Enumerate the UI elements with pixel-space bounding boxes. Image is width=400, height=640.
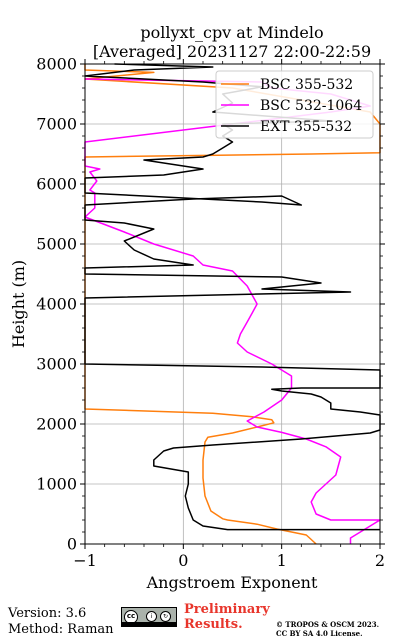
y-axis-label: Height (m) bbox=[9, 260, 28, 348]
angstroem-profile-chart: pollyxt_cpv at Mindelo [Averaged] 202311… bbox=[9, 23, 385, 592]
legend-label-2: EXT 355-532 bbox=[260, 119, 352, 135]
x-tick-label-3: 2 bbox=[375, 551, 385, 570]
x-tick-label-2: 1 bbox=[277, 551, 287, 570]
x-tick-label-0: −1 bbox=[73, 551, 97, 570]
series-line-1 bbox=[84, 78, 381, 544]
version-label: Version: 3.6 bbox=[8, 606, 87, 621]
y-tick-label-4: 4000 bbox=[36, 295, 77, 314]
attribution-icon: i bbox=[146, 611, 157, 622]
preliminary-line1: Preliminary bbox=[184, 602, 270, 617]
y-tick-label-8: 8000 bbox=[36, 55, 77, 74]
method-label: Method: Raman bbox=[8, 622, 114, 637]
legend: BSC 355-532 BSC 532-1064 EXT 355-532 bbox=[215, 70, 374, 139]
legend-box bbox=[215, 70, 374, 139]
chart-title-line1: pollyxt_cpv at Mindelo bbox=[140, 23, 323, 42]
cc-license-badge: cc i ↻ bbox=[121, 607, 177, 627]
y-tick-label-7: 7000 bbox=[36, 115, 77, 134]
copyright-line2: CC BY SA 4.0 License. bbox=[276, 629, 363, 638]
x-tick-label-1: 0 bbox=[178, 551, 188, 570]
y-tick-label-2: 2000 bbox=[36, 415, 77, 434]
preliminary-line2: Results. bbox=[184, 617, 243, 632]
badge-strip bbox=[122, 622, 176, 626]
legend-label-0: BSC 355-532 bbox=[260, 77, 353, 93]
y-tick-label-1: 1000 bbox=[36, 475, 77, 494]
y-tick-label-0: 0 bbox=[67, 535, 77, 554]
copyright-line1: © TROPOS & OSCM 2023. bbox=[276, 620, 380, 629]
y-tick-label-5: 5000 bbox=[36, 235, 77, 254]
share-alike-icon: ↻ bbox=[160, 611, 171, 622]
x-axis-label: Angstroem Exponent bbox=[146, 573, 318, 592]
preliminary-notice: Preliminary Results. bbox=[184, 602, 270, 632]
y-tick-label-3: 3000 bbox=[36, 355, 77, 374]
legend-label-1: BSC 532-1064 bbox=[260, 98, 362, 114]
chart-title-line2: [Averaged] 20231127 22:00-22:59 bbox=[93, 42, 371, 61]
y-tick-label-6: 6000 bbox=[36, 175, 77, 194]
copyright-notice: © TROPOS & OSCM 2023. CC BY SA 4.0 Licen… bbox=[276, 620, 379, 638]
